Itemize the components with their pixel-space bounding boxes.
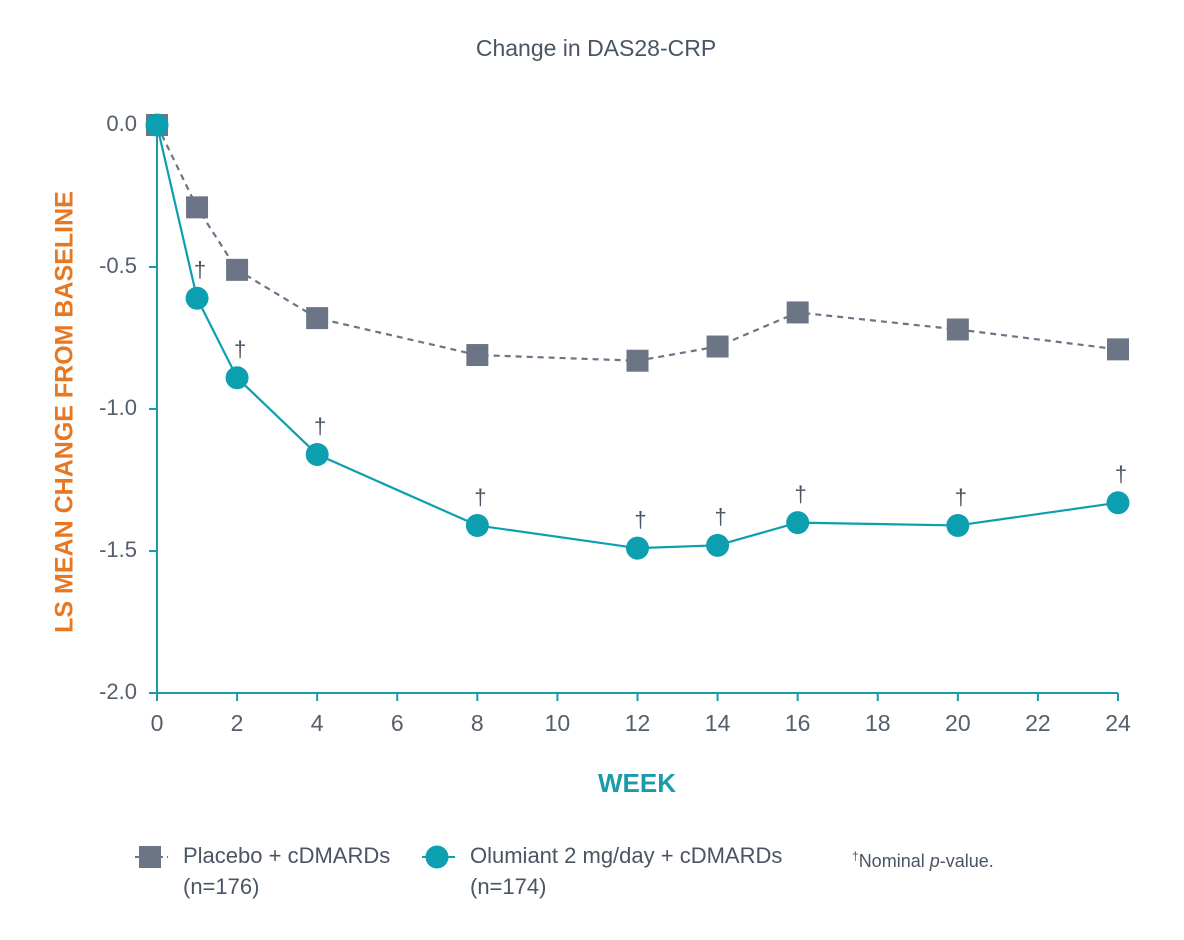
footnote-symbol: † xyxy=(852,849,859,863)
annotation: † xyxy=(955,484,967,509)
data-point xyxy=(225,366,249,390)
annotation: † xyxy=(1115,462,1127,487)
footnote-text: -value. xyxy=(940,851,994,871)
annotation: † xyxy=(314,413,326,438)
data-point xyxy=(185,286,209,310)
y-tick-label: -2.0 xyxy=(99,679,137,704)
footnote-text: Nominal xyxy=(859,851,930,871)
x-tick-label: 10 xyxy=(545,710,571,736)
data-point xyxy=(466,344,489,367)
legend-marker xyxy=(425,845,449,869)
x-tick-label: 14 xyxy=(705,710,731,736)
legend-n: (n=174) xyxy=(470,874,546,899)
annotation: † xyxy=(634,507,646,532)
data-point xyxy=(306,307,329,330)
x-tick-label: 22 xyxy=(1025,710,1051,736)
data-point xyxy=(946,318,969,341)
y-tick-label: -1.0 xyxy=(99,395,137,420)
x-axis-label: WEEK xyxy=(598,768,676,798)
legend-label: Olumiant 2 mg/day + cDMARDs xyxy=(470,843,782,868)
data-point xyxy=(145,113,169,137)
legend-label: Placebo + cDMARDs xyxy=(183,843,390,868)
x-tick-label: 2 xyxy=(231,710,244,736)
annotation: † xyxy=(714,504,726,529)
footnote: †Nominal p-value. xyxy=(852,849,994,871)
series-line xyxy=(156,124,1119,362)
x-tick-label: 20 xyxy=(945,710,971,736)
data-point xyxy=(946,513,970,537)
x-tick-label: 8 xyxy=(471,710,484,736)
x-tick-label: 18 xyxy=(865,710,891,736)
data-point xyxy=(226,258,249,281)
x-tick-label: 0 xyxy=(151,710,164,736)
x-tick-label: 12 xyxy=(625,710,651,736)
y-axis-label: LS MEAN CHANGE FROM BASELINE xyxy=(51,191,79,633)
data-point xyxy=(786,511,810,535)
annotation: † xyxy=(474,484,486,509)
data-point xyxy=(1106,491,1130,515)
data-point xyxy=(626,349,649,372)
data-point xyxy=(1107,338,1129,361)
footnote-italic: p xyxy=(929,851,940,871)
data-point xyxy=(706,533,730,557)
y-tick-label: -1.5 xyxy=(99,537,137,562)
y-tick-label: 0.0 xyxy=(106,111,137,136)
data-point xyxy=(626,536,649,560)
data-point xyxy=(186,196,209,219)
series-line xyxy=(155,124,1119,550)
data-point xyxy=(305,442,329,466)
annotation: † xyxy=(194,257,206,282)
y-tick-label: -0.5 xyxy=(99,253,137,278)
annotation: † xyxy=(795,481,807,506)
data-point xyxy=(706,335,729,358)
data-point xyxy=(786,301,809,324)
x-tick-label: 4 xyxy=(311,710,324,736)
legend-marker xyxy=(139,846,161,868)
annotation: † xyxy=(234,337,246,362)
data-point xyxy=(465,513,489,537)
x-tick-label: 16 xyxy=(785,710,811,736)
x-tick-label: 24 xyxy=(1105,710,1131,736)
chart-title: Change in DAS28-CRP xyxy=(476,35,716,61)
x-tick-label: 6 xyxy=(391,710,404,736)
legend-n: (n=176) xyxy=(183,874,259,899)
